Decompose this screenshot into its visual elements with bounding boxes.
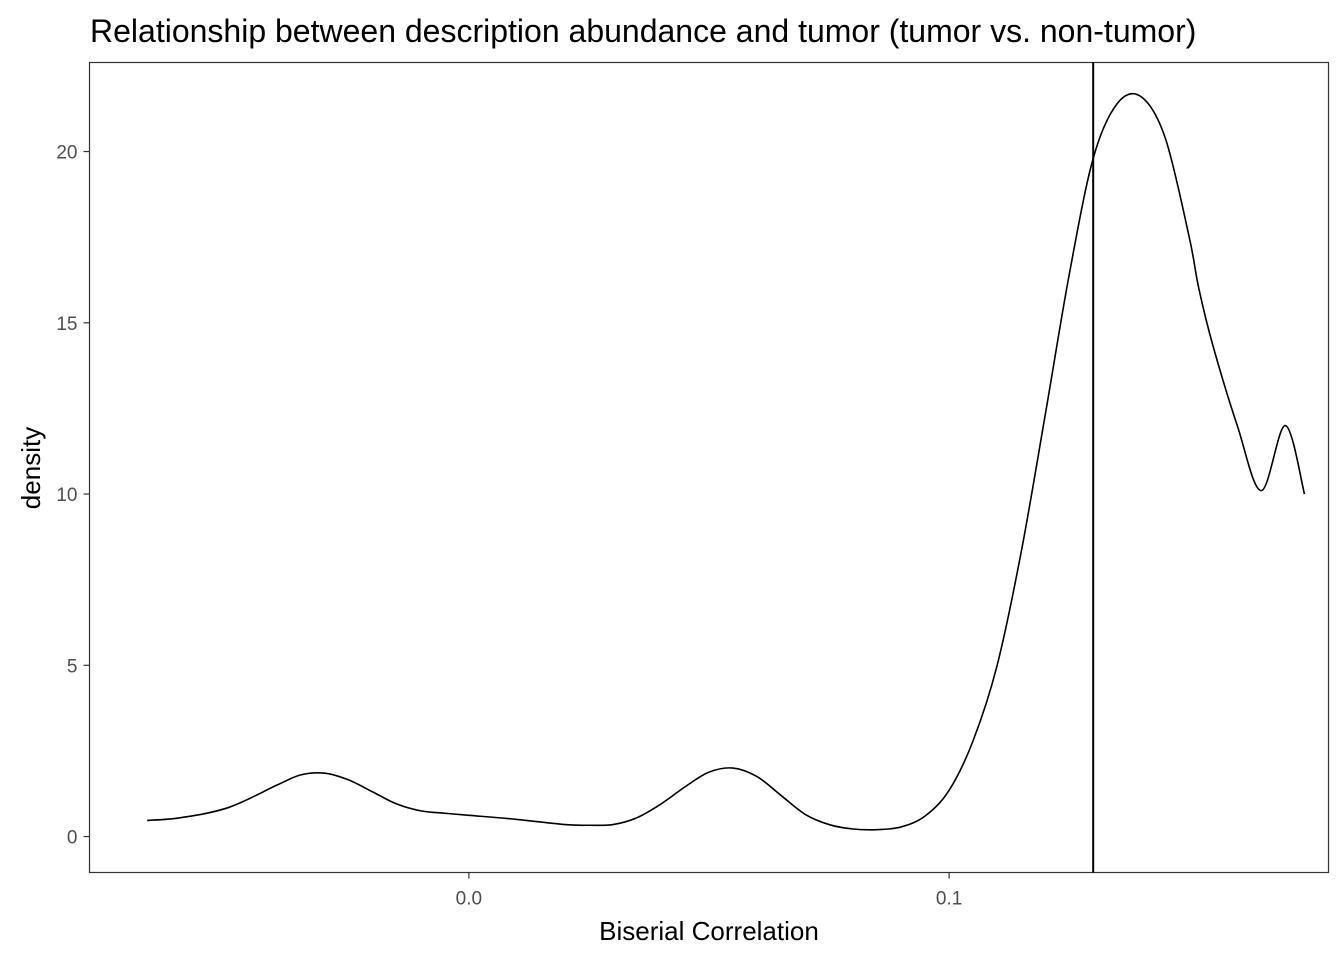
x-axis: 0.0 0.1 <box>456 872 962 910</box>
plot-panel-border <box>88 61 1330 874</box>
y-axis: 0 5 10 15 20 <box>56 143 90 849</box>
y-tick-label: 15 <box>56 314 77 335</box>
y-tick-label: 10 <box>56 485 77 506</box>
y-tick-label: 0 <box>67 828 78 849</box>
x-axis-title: Biserial Correlation <box>599 916 819 946</box>
y-tick-label: 5 <box>67 656 78 677</box>
density-curve <box>147 92 1306 831</box>
chart-title: Relationship between description abundan… <box>90 13 1196 49</box>
y-tick-label: 20 <box>56 143 77 164</box>
y-axis-title: density <box>16 427 46 509</box>
x-tick-label: 0.1 <box>936 889 962 910</box>
x-tick-label: 0.0 <box>456 889 482 910</box>
plot-content <box>147 62 1306 873</box>
